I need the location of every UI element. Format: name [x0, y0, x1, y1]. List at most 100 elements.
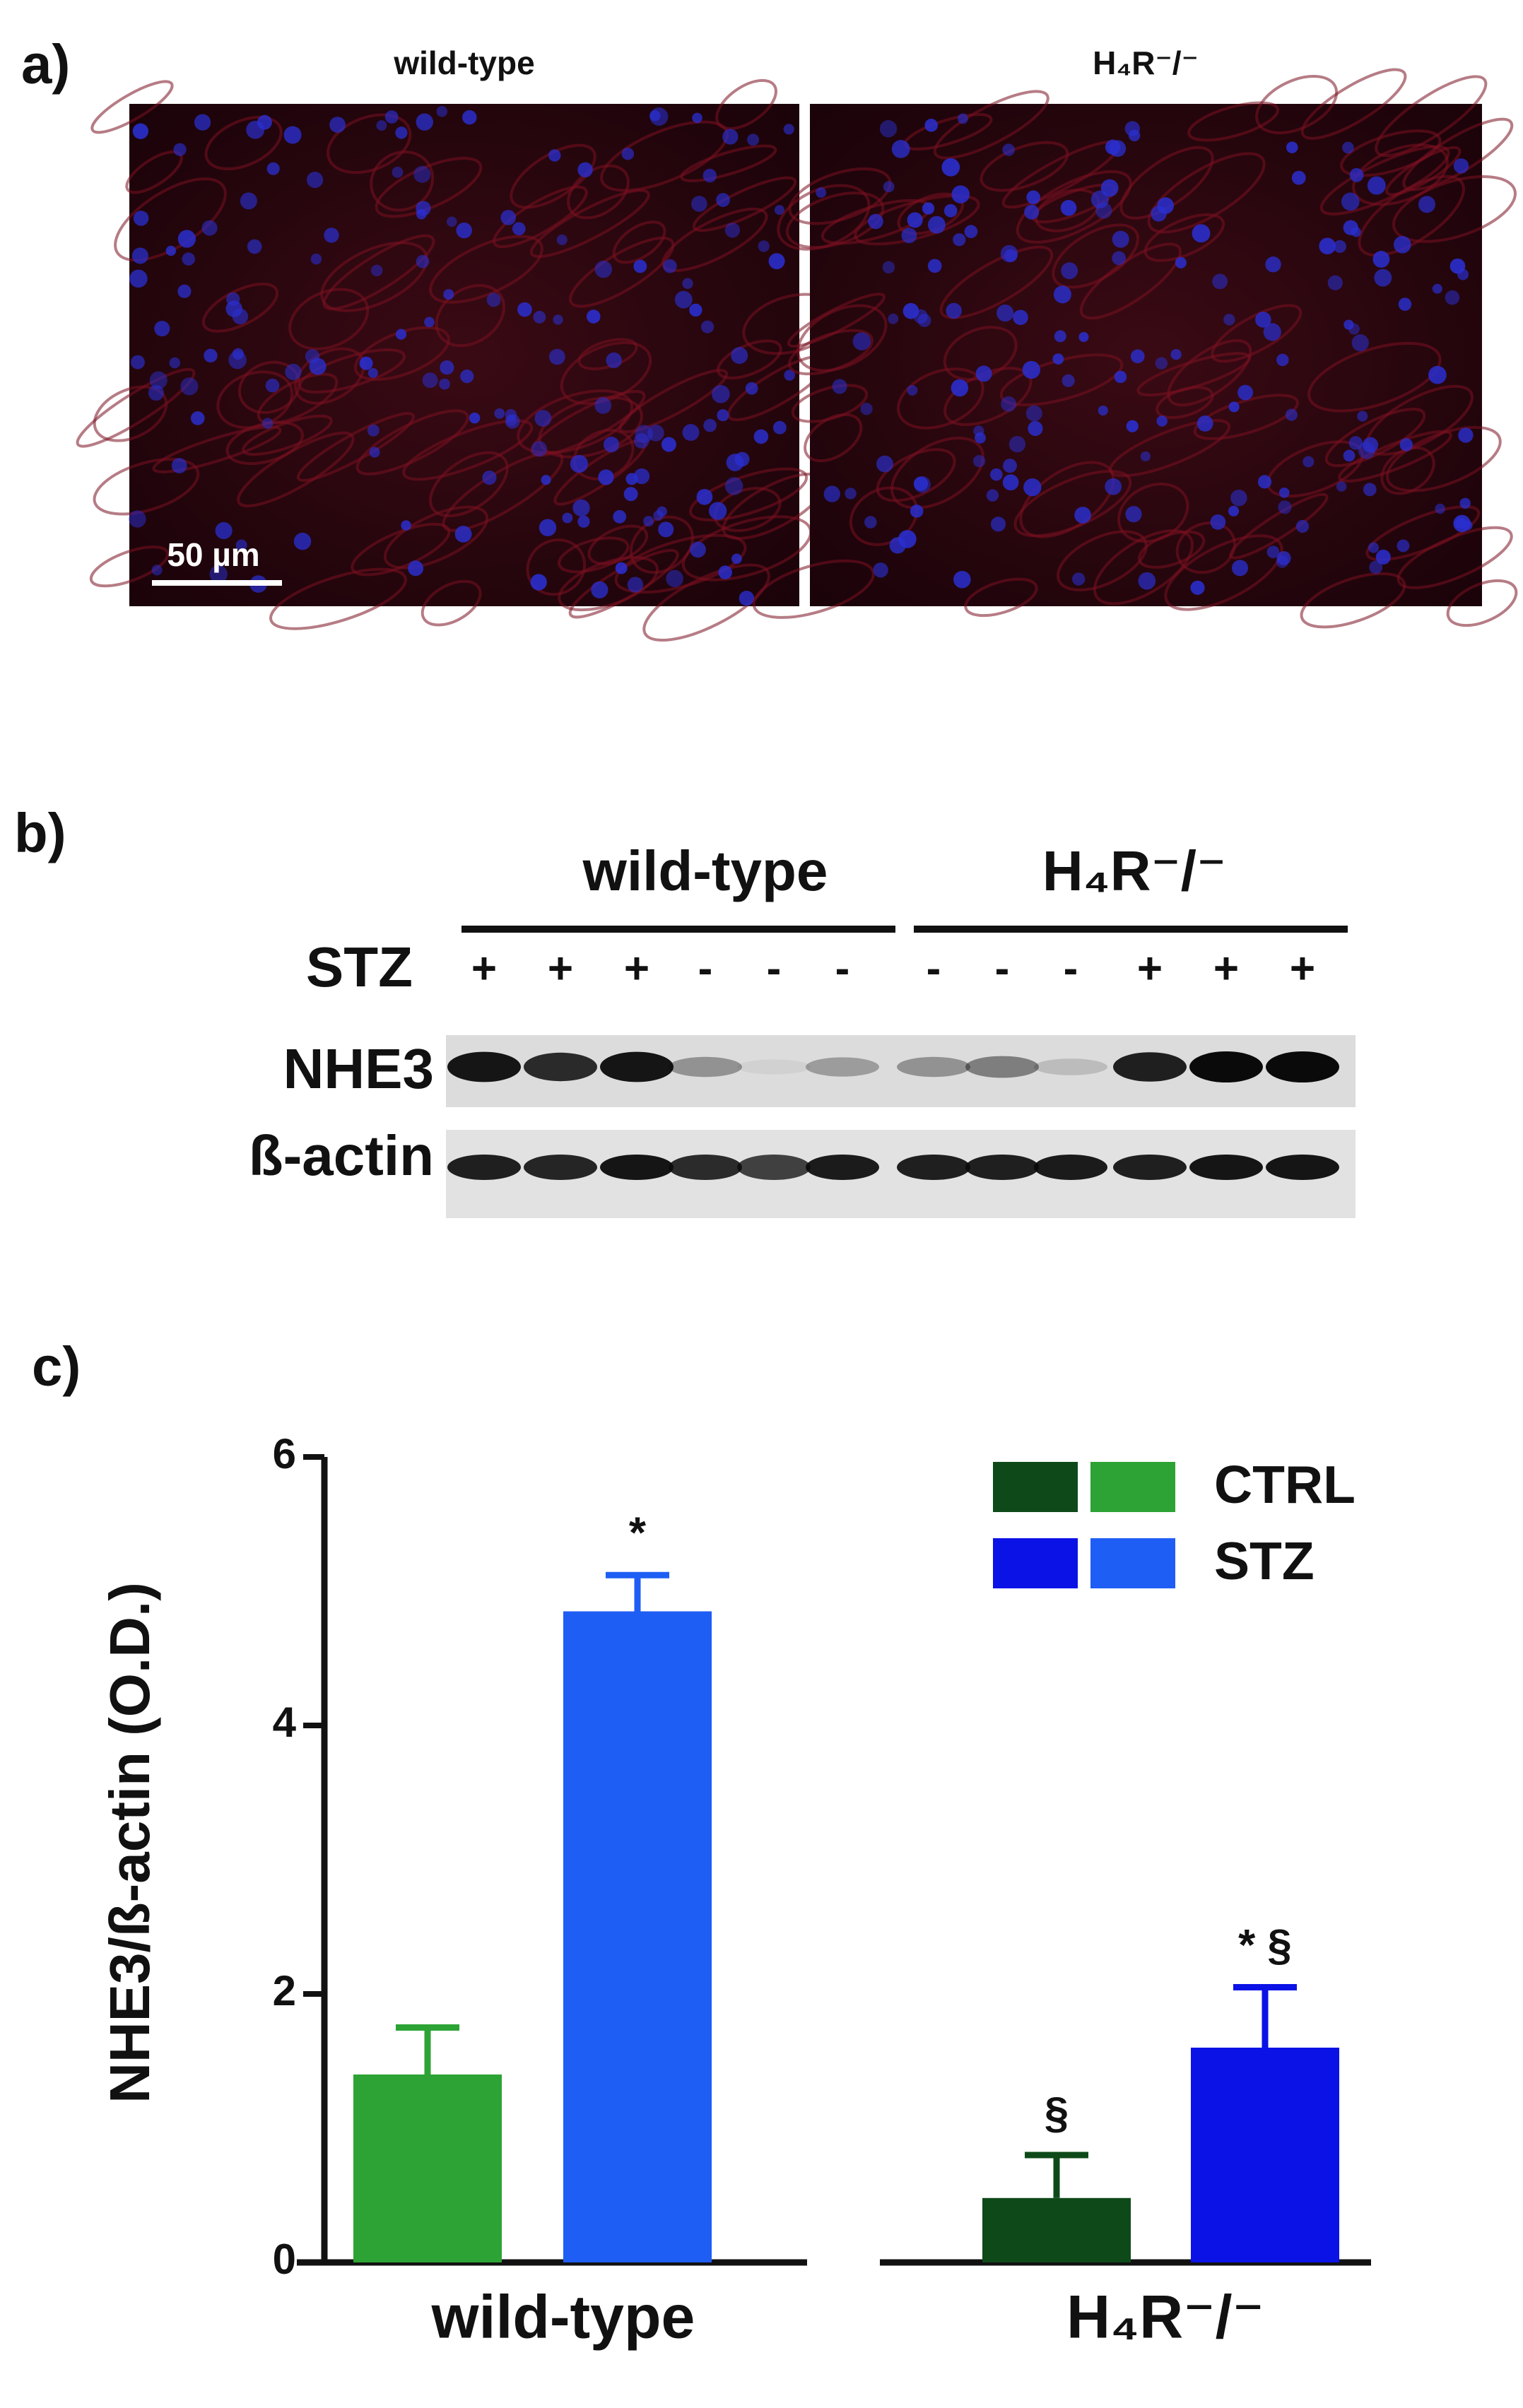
nucleus: [1062, 374, 1075, 387]
nucleus: [879, 120, 898, 138]
nucleus: [1336, 481, 1347, 492]
legend-swatch: [993, 1538, 1078, 1588]
nucleus: [324, 228, 339, 243]
band: [447, 1051, 521, 1082]
nucleus: [910, 504, 924, 518]
nucleus: [996, 304, 1014, 322]
nucleus: [914, 476, 931, 493]
tubule: [1117, 483, 1189, 543]
nucleus: [1105, 478, 1122, 495]
nucleus: [747, 134, 760, 146]
nucleus: [1002, 459, 1017, 473]
nucleus: [494, 408, 505, 419]
nucleus: [408, 560, 424, 577]
nucleus: [517, 302, 532, 317]
tubule: [269, 567, 407, 630]
significance-label: * §: [1238, 1921, 1292, 1970]
nucleus: [1349, 167, 1364, 182]
nucleus: [724, 223, 741, 238]
nucleus: [691, 196, 707, 212]
tubule: [510, 143, 596, 209]
nucleus: [154, 321, 170, 337]
nucleus: [1363, 483, 1377, 497]
nucleus: [572, 499, 590, 517]
tubule: [93, 385, 168, 442]
nucleus: [1450, 258, 1466, 274]
nucleus: [1002, 474, 1019, 491]
nucleus: [990, 468, 1003, 481]
nucleus: [225, 300, 242, 317]
y-axis-label: NHE3/ß-actin (O.D.): [98, 1582, 161, 2103]
nucleus: [594, 397, 612, 414]
tubule: [1013, 469, 1132, 538]
nucleus: [1192, 224, 1211, 243]
nucleus: [1212, 273, 1228, 290]
tubule: [939, 245, 1054, 319]
nucleus: [633, 259, 647, 273]
nucleus: [712, 384, 730, 403]
nucleus: [149, 371, 167, 389]
nucleus: [860, 403, 873, 415]
nucleus: [891, 140, 910, 158]
nucleus: [1013, 309, 1028, 326]
tubule: [1119, 146, 1214, 220]
tubule: [752, 559, 875, 619]
nucleus: [359, 356, 373, 370]
micrographs: [76, 68, 1518, 642]
nucleus: [1375, 549, 1391, 565]
nucleus: [531, 441, 548, 457]
nucleus: [633, 468, 650, 485]
lane-sign: -: [927, 944, 941, 993]
nucleus: [1026, 190, 1040, 205]
nucleus: [1024, 204, 1040, 220]
band: [600, 1155, 674, 1180]
nucleus: [845, 488, 857, 500]
tubule: [614, 533, 747, 594]
panel-label: a): [21, 33, 70, 95]
nucleus: [1228, 401, 1240, 413]
nucleus: [674, 290, 693, 309]
legend-swatch: [1090, 1538, 1175, 1588]
nucleus: [416, 113, 433, 131]
band: [447, 1155, 521, 1180]
band: [524, 1155, 597, 1180]
nucleus: [247, 239, 262, 254]
nucleus: [246, 120, 265, 139]
nucleus: [1278, 487, 1290, 498]
tubule: [717, 339, 782, 379]
tubule: [322, 234, 435, 311]
nucleus: [717, 409, 729, 422]
tissue-texture: [752, 68, 1518, 629]
tubule: [612, 220, 666, 264]
lane-sign: +: [1213, 944, 1239, 993]
y-tick-label: 4: [273, 1699, 297, 1746]
nucleus: [329, 117, 346, 134]
nucleus: [913, 309, 928, 324]
nucleus: [177, 284, 192, 298]
nucleus: [1341, 192, 1360, 211]
nucleus: [768, 253, 785, 270]
band: [1189, 1155, 1263, 1180]
row-label: ß-actin: [249, 1124, 434, 1187]
nucleus: [990, 517, 1006, 532]
significance-label: §: [1045, 2089, 1069, 2137]
nucleus: [1303, 456, 1315, 468]
nucleus: [591, 581, 608, 598]
nucleus: [868, 213, 883, 230]
tubule: [1175, 521, 1236, 574]
tubule: [1319, 145, 1450, 216]
nucleus: [1130, 349, 1145, 364]
nucleus: [1023, 478, 1042, 497]
nucleus: [177, 230, 196, 248]
nucleus: [643, 516, 654, 527]
lane-sign: +: [548, 944, 573, 993]
nucleus: [1343, 319, 1354, 330]
nucleus: [1398, 297, 1412, 311]
nucleus: [943, 203, 958, 218]
nucleus: [482, 470, 497, 485]
nucleus: [1374, 268, 1392, 287]
nucleus: [133, 211, 149, 226]
nucleus: [922, 202, 935, 215]
tubule: [964, 577, 1038, 618]
